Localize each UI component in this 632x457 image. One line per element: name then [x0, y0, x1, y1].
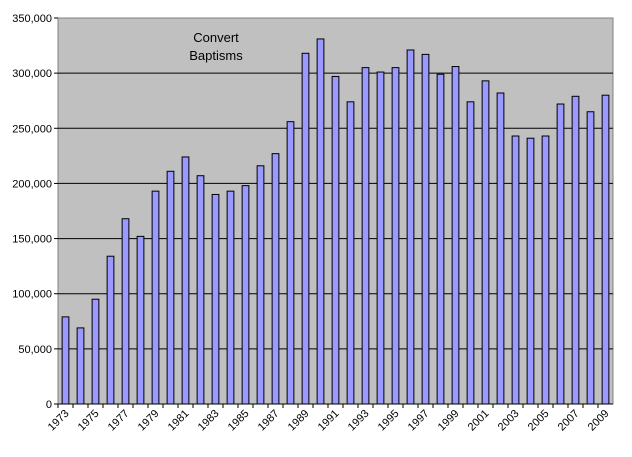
chart-title-line-2: Baptisms [189, 48, 243, 63]
bar-2005 [541, 135, 550, 405]
bar-1984 [226, 190, 235, 405]
x-tick-label-1989: 1989 [286, 408, 312, 434]
y-tick-label: 150,000 [12, 234, 52, 246]
x-tick-label-2001: 2001 [466, 408, 492, 434]
bar-2008 [586, 111, 595, 405]
bar-1990 [316, 38, 325, 405]
x-tick-label-2003: 2003 [496, 408, 522, 434]
bar-1977 [121, 218, 130, 405]
x-tick-label-1981: 1981 [166, 408, 192, 434]
bar-1978 [136, 235, 145, 405]
y-tick-label: 100,000 [12, 289, 52, 301]
x-tick-label-1985: 1985 [226, 408, 252, 434]
x-tick-label-2007: 2007 [556, 408, 582, 434]
bar-1987 [271, 153, 280, 405]
bar-2001 [481, 80, 490, 405]
bar-1988 [286, 121, 295, 405]
y-axis-ticks: 0 50,000 100,000 150,000 200,000 250,000 300,0… [12, 13, 58, 411]
bar-2003 [511, 135, 520, 405]
bar-1983 [211, 193, 220, 405]
y-tick-label: 300,000 [12, 68, 52, 80]
bar-1979 [151, 190, 160, 405]
bar-1976 [106, 255, 115, 405]
x-tick-label-2005: 2005 [526, 408, 552, 434]
bar-1993 [361, 67, 370, 405]
bar-1998 [436, 73, 445, 405]
y-tick-label: 250,000 [12, 123, 52, 135]
chart-title-line-1: Convert [193, 30, 239, 45]
x-tick-label-1975: 1975 [76, 408, 102, 434]
x-tick-label-1991: 1991 [316, 408, 342, 434]
bar-1992 [346, 101, 355, 405]
bar-1994 [376, 71, 385, 405]
bar-1985 [241, 185, 250, 405]
bar-2009 [601, 94, 610, 405]
bar-1982 [196, 175, 205, 405]
bar-1975 [91, 298, 100, 405]
bar-1996 [406, 49, 415, 405]
x-tick-label-1997: 1997 [406, 408, 432, 434]
x-tick-label-1995: 1995 [376, 408, 402, 434]
bar-2004 [526, 137, 535, 405]
bar-1974 [76, 327, 85, 405]
bar-1991 [331, 75, 340, 405]
bar-1989 [301, 52, 310, 405]
bar-2006 [556, 103, 565, 405]
x-tick-label-1983: 1983 [196, 408, 222, 434]
bar-1986 [256, 165, 265, 405]
bar-1999 [451, 66, 460, 405]
x-tick-label-1973: 1973 [46, 408, 72, 434]
x-tick-label-1999: 1999 [436, 408, 462, 434]
x-tick-label-1987: 1987 [256, 408, 282, 434]
bar-1981 [181, 156, 190, 405]
x-tick-label-1977: 1977 [106, 408, 132, 434]
bar-1973 [61, 316, 70, 405]
bar-1980 [166, 170, 175, 405]
bar-2000 [466, 101, 475, 405]
y-tick-label: 0 [46, 399, 52, 411]
x-tick-label-1993: 1993 [346, 408, 372, 434]
x-axis-ticks: 1973 1975 1977 1979 1981 1983 1985 1987 1989 1991… [46, 404, 612, 433]
y-tick-label: 200,000 [12, 178, 52, 190]
x-tick-label-2009: 2009 [586, 408, 612, 434]
bar-1995 [391, 67, 400, 405]
bar-2002 [496, 92, 505, 405]
bar-2007 [571, 95, 580, 405]
bar-1997 [421, 53, 430, 405]
y-tick-label: 50,000 [18, 344, 52, 356]
y-tick-label: 350,000 [12, 13, 52, 25]
bars [61, 38, 610, 405]
x-tick-label-1979: 1979 [136, 408, 162, 434]
